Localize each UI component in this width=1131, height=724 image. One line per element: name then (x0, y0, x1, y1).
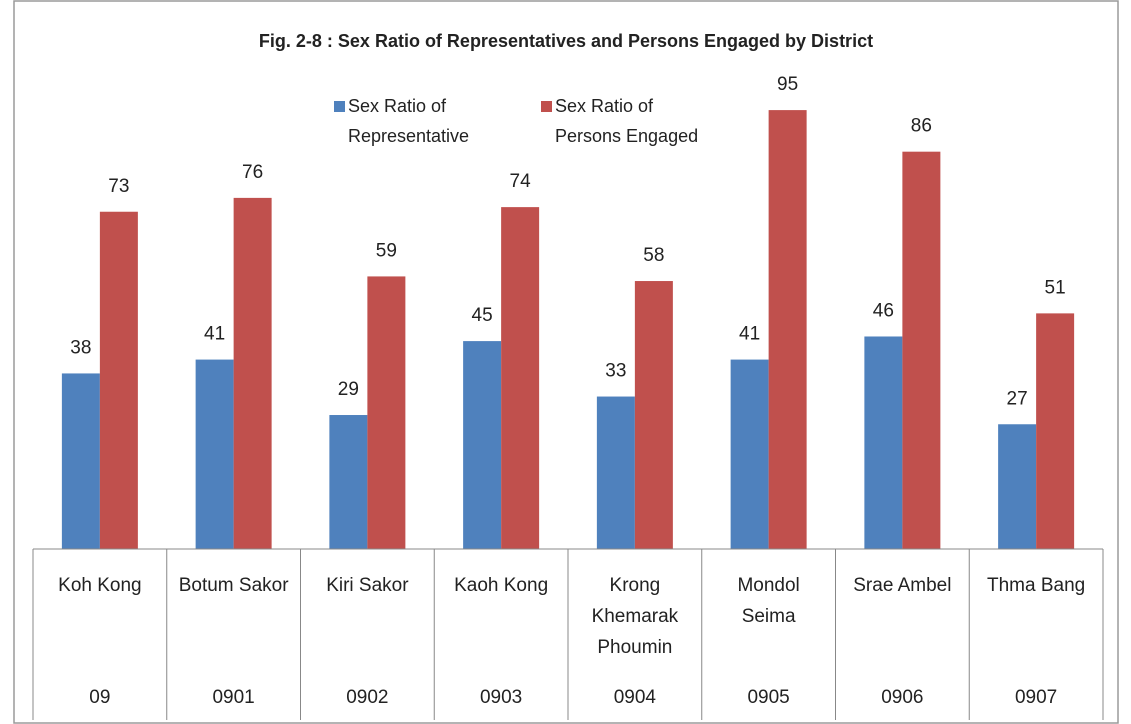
category-code: 0901 (212, 687, 254, 708)
category-code: 0904 (614, 687, 657, 708)
data-label: 38 (70, 337, 91, 358)
data-label: 73 (108, 176, 129, 197)
bar (864, 336, 903, 549)
category-label: Kaoh Kong (454, 575, 548, 596)
chart-title: Fig. 2-8 : Sex Ratio of Representatives … (259, 31, 873, 51)
data-label: 41 (739, 324, 760, 345)
bar (329, 415, 368, 549)
bar (61, 373, 100, 549)
category-code: 0907 (1015, 687, 1057, 708)
bar (99, 211, 138, 550)
category-label: Botum Sakor (179, 575, 289, 596)
bar (367, 276, 406, 549)
legend-label: Sex Ratio of Representative (348, 96, 469, 146)
category-code: 09 (89, 687, 110, 708)
data-label: 86 (911, 116, 932, 137)
data-label: 51 (1045, 277, 1066, 298)
data-label: 46 (873, 300, 894, 321)
category-code: 0903 (480, 687, 522, 708)
category-label: Koh Kong (58, 575, 141, 596)
data-label: 29 (338, 379, 359, 400)
data-label: 74 (510, 171, 532, 192)
data-label: 27 (1007, 388, 1028, 409)
bar (634, 281, 673, 549)
bar (501, 207, 540, 549)
legend-swatch (334, 101, 345, 112)
data-label: 41 (204, 324, 225, 345)
data-label: 95 (777, 74, 798, 95)
category-code: 0905 (747, 687, 789, 708)
legend-swatch (541, 101, 552, 112)
category-label: Mondol Seima (737, 575, 799, 627)
category-label: Krong Khemarak Phoumin (592, 575, 679, 658)
bar (730, 359, 769, 549)
category-label: Thma Bang (987, 575, 1085, 596)
data-label: 45 (472, 305, 493, 326)
data-label: 59 (376, 240, 397, 261)
category-code: 0902 (346, 687, 388, 708)
bar (233, 197, 272, 549)
data-label: 58 (643, 245, 664, 266)
bar (596, 396, 635, 549)
data-label: 33 (605, 361, 626, 382)
bar (195, 359, 234, 549)
category-label: Srae Ambel (853, 575, 951, 596)
bar (998, 424, 1037, 549)
data-label: 76 (242, 162, 263, 183)
category-label: Kiri Sakor (326, 575, 409, 596)
legend-label: Sex Ratio of Persons Engaged (555, 96, 698, 146)
bar (463, 341, 502, 549)
bar (1036, 313, 1075, 549)
bar (768, 110, 807, 549)
bar (902, 151, 941, 549)
category-code: 0906 (881, 687, 923, 708)
